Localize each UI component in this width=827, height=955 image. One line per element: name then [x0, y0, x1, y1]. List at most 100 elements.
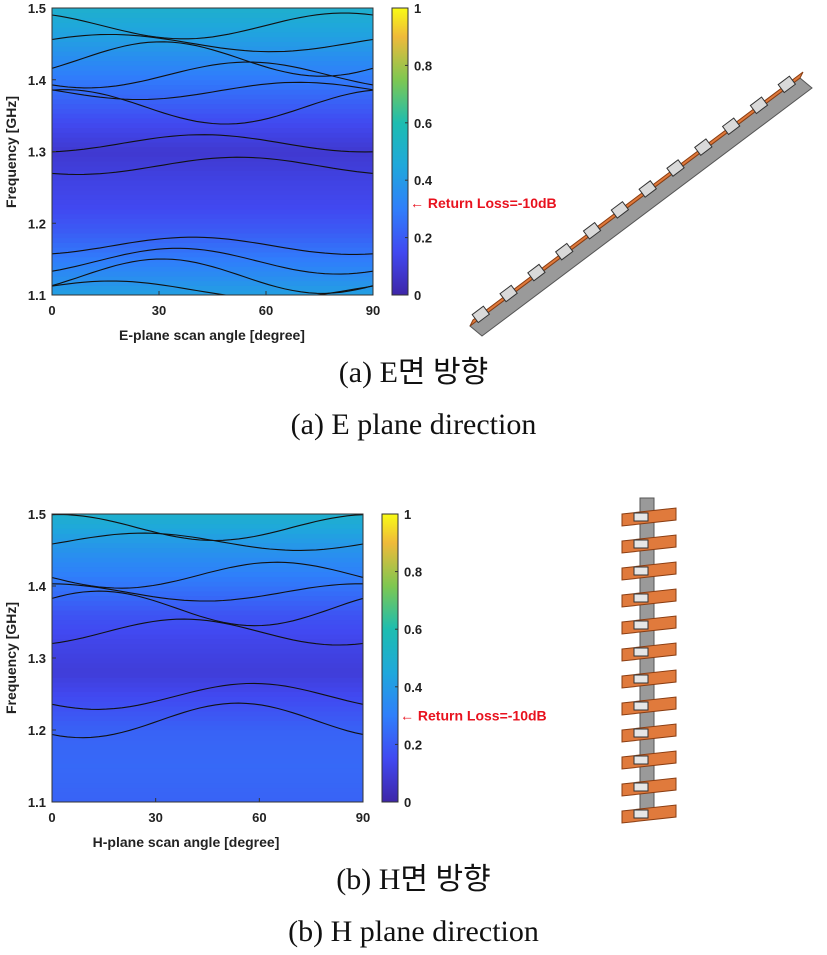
antenna-element-detail — [633, 674, 649, 684]
y-tick-label: 1.3 — [28, 651, 46, 666]
antenna-element-detail — [633, 512, 649, 522]
antenna-element-detail — [633, 647, 649, 657]
heatmap-band — [52, 782, 363, 789]
heatmap-band — [52, 671, 363, 678]
heatmap-band — [52, 595, 363, 601]
heatmap-band — [52, 561, 363, 568]
heatmap-band — [52, 729, 363, 736]
heatmap-band — [52, 194, 373, 200]
heatmap-band — [52, 8, 373, 14]
x-tick-label: 60 — [259, 303, 273, 318]
antenna-element — [554, 242, 574, 261]
heatmap-band — [52, 45, 373, 52]
x-tick-label: 60 — [252, 810, 266, 825]
h-plane-caption-english: (b) H plane direction — [288, 915, 539, 948]
antenna-element — [621, 669, 677, 689]
heatmap-band — [52, 695, 363, 702]
contour-line — [52, 590, 363, 627]
heatmap-band — [52, 284, 373, 291]
heatmap-band — [52, 551, 363, 558]
heatmap-band — [52, 170, 373, 176]
heatmap-band — [52, 715, 363, 721]
heatmap-band — [52, 523, 363, 529]
heatmap-band — [52, 604, 363, 611]
h-plane-antenna-array-illustration — [621, 497, 677, 824]
x-tick-label: 90 — [366, 303, 380, 318]
antenna-element — [621, 804, 677, 824]
contour-line — [52, 561, 363, 589]
antenna-element — [621, 642, 677, 662]
heatmap-band — [52, 160, 373, 167]
heatmap-band — [52, 614, 363, 621]
heatmap-band — [52, 609, 363, 616]
heatmap-band — [52, 686, 363, 693]
antenna-element-detail — [633, 728, 649, 738]
y-tick-label: 1.3 — [28, 145, 46, 160]
antenna-element — [582, 221, 602, 240]
antenna-element — [621, 588, 677, 608]
e-plane-caption-korean: (a) E면 방향 — [338, 356, 489, 389]
heatmap-band — [52, 280, 373, 286]
heatmap-band — [52, 26, 373, 33]
x-tick-label: 0 — [48, 303, 55, 318]
heatmap-band — [52, 117, 373, 124]
panel-e-plane: 0 30 60 90 1.1 1.2 1.3 1.4 1.5 E-plane scan ang… — [3, 1, 813, 441]
colorbar-tick-label: 0.8 — [414, 58, 432, 73]
e-plane-x-ticks: 0 30 60 90 — [48, 291, 380, 318]
heatmap-band — [52, 165, 373, 172]
heatmap-band — [52, 174, 373, 181]
heatmap-band — [52, 787, 363, 793]
heatmap-band — [52, 691, 363, 697]
heatmap-band — [52, 532, 363, 539]
heatmap-band — [52, 141, 373, 148]
antenna-element — [749, 96, 769, 115]
heatmap-band — [52, 739, 363, 745]
antenna-element — [621, 750, 677, 770]
heatmap-band — [52, 748, 363, 755]
antenna-substrate — [469, 71, 804, 327]
antenna-element — [499, 284, 518, 303]
heatmap-band — [52, 12, 373, 19]
contour-line — [52, 33, 373, 53]
heatmap-band — [52, 724, 363, 731]
contour-line — [52, 514, 363, 542]
heatmap-band — [52, 270, 373, 277]
antenna-element-detail — [633, 701, 649, 711]
x-tick-label: 90 — [356, 810, 370, 825]
antenna-element-detail — [633, 566, 649, 576]
y-tick-label: 1.5 — [28, 507, 46, 522]
heatmap-band — [52, 241, 373, 248]
heatmap-band — [52, 676, 363, 683]
heatmap-band — [52, 667, 363, 673]
contour-line — [52, 61, 373, 89]
heatmap-band — [52, 575, 363, 582]
heatmap-band — [52, 275, 373, 282]
heatmap-band — [52, 107, 373, 114]
heatmap-band — [52, 719, 363, 726]
colorbar-tick-label: 0.4 — [414, 173, 433, 188]
heatmap-band — [52, 791, 363, 798]
colorbar-tick-label: 0.2 — [414, 231, 432, 246]
contour-line — [52, 12, 373, 40]
h-plane-return-loss-annotation: ← Return Loss=-10dB — [400, 708, 547, 724]
contour-line — [52, 89, 373, 125]
antenna-element — [621, 723, 677, 743]
heatmap-band — [52, 518, 363, 525]
heatmap-band — [52, 623, 363, 630]
heatmap-band — [52, 571, 363, 577]
heatmap-band — [52, 93, 373, 100]
heatmap-band — [52, 179, 373, 186]
e-plane-heatmap-chart: 0 30 60 90 1.1 1.2 1.3 1.4 1.5 E-plane scan ang… — [3, 1, 813, 343]
antenna-element — [527, 263, 546, 282]
heatmap-band — [52, 60, 373, 66]
heatmap-band — [52, 777, 363, 784]
heatmap-band — [52, 64, 373, 71]
heatmap-band — [52, 566, 363, 573]
e-plane-caption-english: (a) E plane direction — [290, 408, 537, 441]
contour-line — [52, 682, 363, 710]
x-tick-label: 30 — [152, 303, 166, 318]
contour-line — [52, 532, 363, 551]
heatmap-band — [52, 103, 373, 109]
heatmap-band — [52, 17, 373, 23]
heatmap-band — [52, 55, 373, 62]
